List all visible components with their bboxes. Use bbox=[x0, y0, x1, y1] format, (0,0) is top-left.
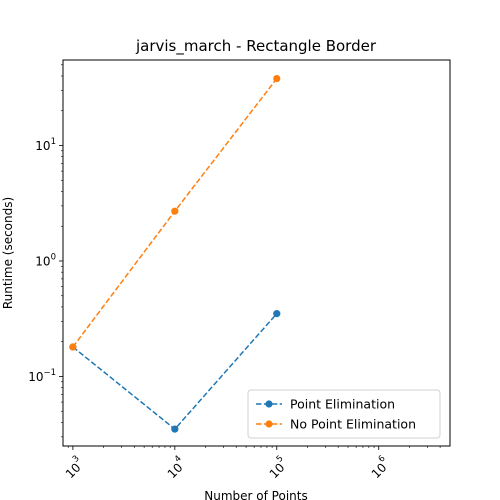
legend-swatch-marker bbox=[265, 420, 272, 427]
legend-label: Point Elimination bbox=[290, 397, 395, 412]
legend-label: No Point Elimination bbox=[290, 417, 416, 432]
series-2-point bbox=[171, 208, 178, 215]
series-1-point bbox=[273, 310, 280, 317]
series-1-point bbox=[171, 426, 178, 433]
legend-swatch-marker bbox=[265, 400, 272, 407]
legend: Point Elimination No Point Elimination bbox=[248, 390, 440, 438]
x-axis-ticks: 103 104 105 106 bbox=[60, 446, 440, 481]
x-tick-label: 105 bbox=[264, 453, 292, 481]
y-axis-label: Runtime (seconds) bbox=[1, 197, 15, 309]
chart-title: jarvis_march - Rectangle Border bbox=[135, 37, 377, 56]
series-2-point bbox=[273, 75, 280, 82]
y-tick-label: 100 bbox=[35, 252, 56, 268]
x-tick-label: 104 bbox=[162, 453, 190, 481]
y-tick-label: 101 bbox=[35, 137, 56, 153]
y-tick-label: 10−1 bbox=[28, 368, 56, 384]
y-axis-ticks: 10−1 100 101 bbox=[28, 65, 63, 437]
x-tick-label: 106 bbox=[366, 453, 394, 481]
series-line-1 bbox=[73, 314, 277, 429]
plot-area bbox=[63, 60, 450, 446]
x-axis-label: Number of Points bbox=[204, 489, 307, 500]
series-2-point bbox=[69, 343, 76, 350]
series-layer bbox=[69, 75, 280, 433]
x-tick-label: 103 bbox=[60, 453, 88, 481]
